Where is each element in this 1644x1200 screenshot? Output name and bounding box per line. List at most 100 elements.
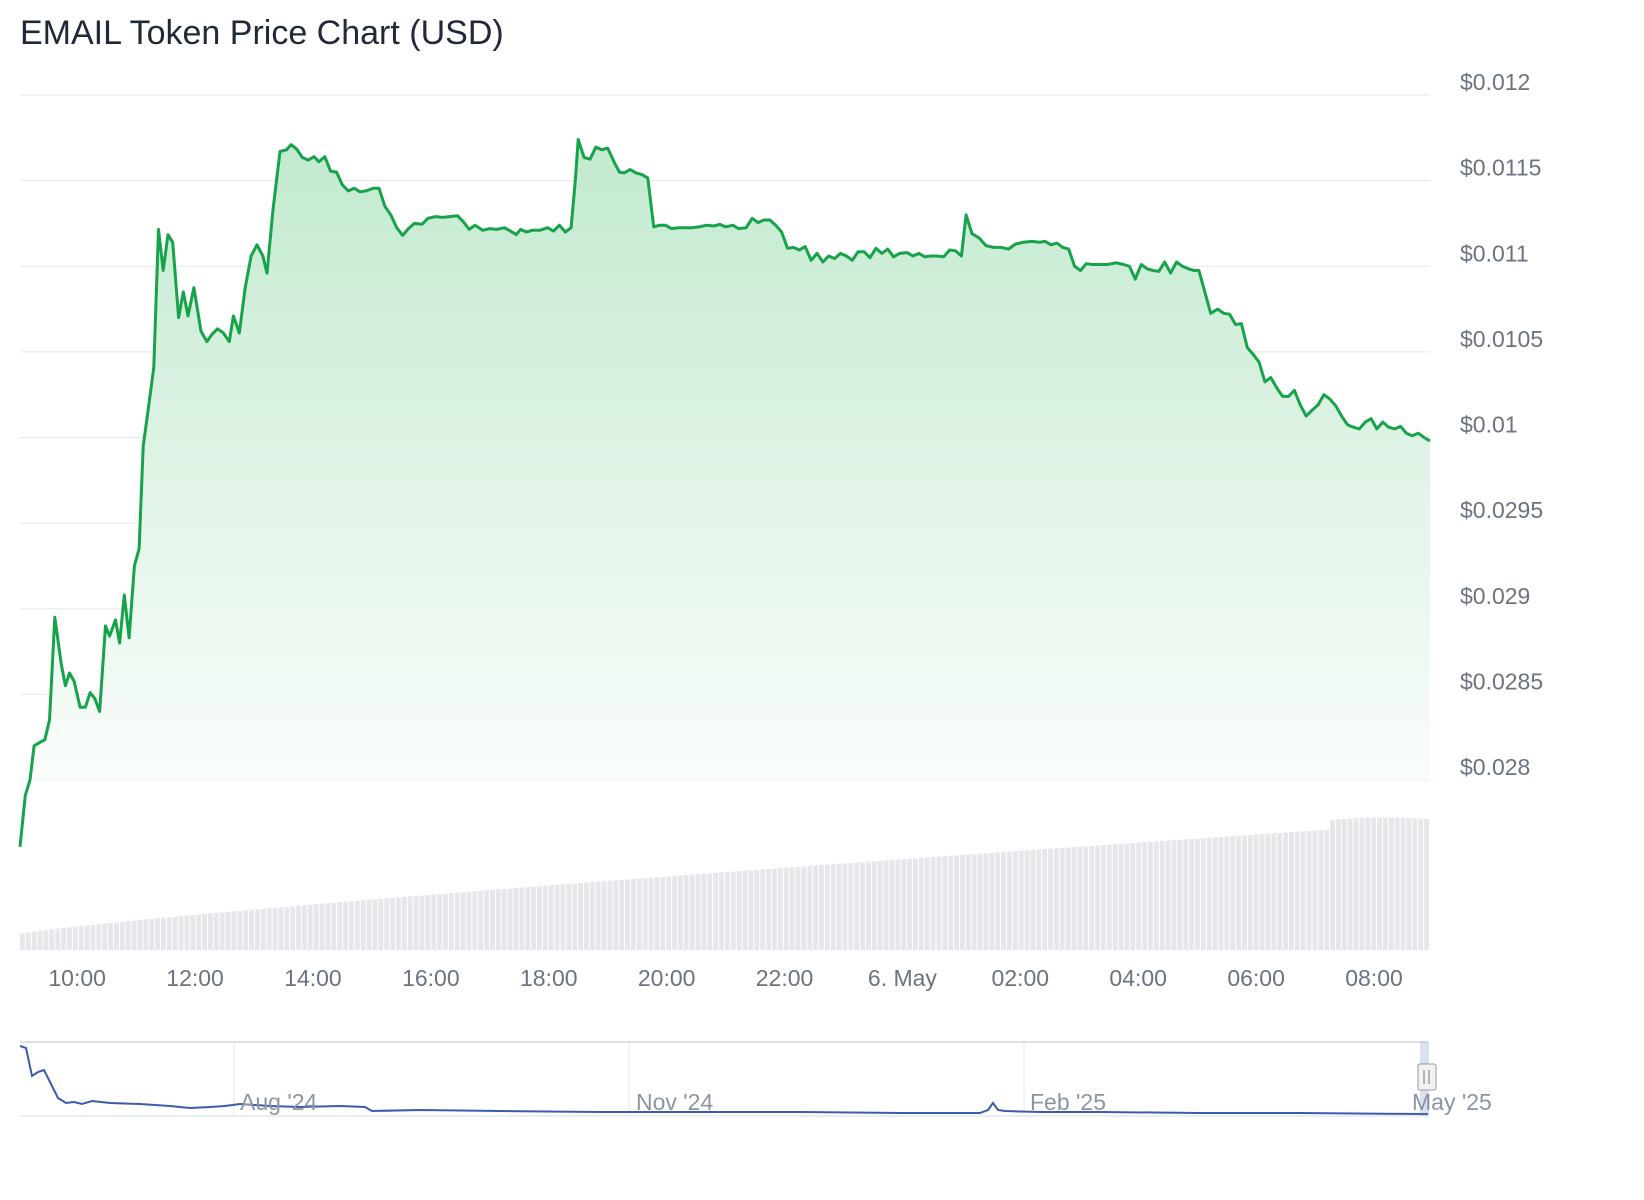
volume-bar	[20, 933, 25, 950]
volume-bar	[413, 895, 419, 950]
volume-bar	[484, 890, 489, 950]
volume-bar	[1265, 833, 1271, 950]
volume-bar	[472, 891, 478, 950]
volume-bar	[202, 913, 207, 950]
volume-bar	[1365, 817, 1371, 950]
y-tick-label: $0.0105	[1460, 326, 1543, 352]
volume-bar	[296, 905, 301, 950]
volume-bar	[901, 859, 907, 950]
volume-bar	[1271, 833, 1277, 950]
volume-bar	[519, 887, 525, 950]
volume-bar	[883, 860, 889, 950]
volume-bar	[619, 879, 625, 950]
volume-bar	[801, 866, 807, 950]
volume-bar	[478, 890, 484, 950]
volume-bar	[942, 856, 948, 950]
volume-bar	[725, 871, 730, 950]
volume-bar	[354, 900, 360, 950]
volume-bar	[1418, 818, 1424, 950]
volume-bar	[1377, 817, 1382, 950]
volume-bar	[1200, 838, 1206, 950]
navigator[interactable]: Aug '24 Nov '24 Feb '25 May '25	[19, 1041, 1492, 1117]
volume-bar	[1195, 838, 1200, 950]
volume-bar	[542, 885, 548, 950]
x-tick-label: 14:00	[284, 965, 342, 991]
volume-bar	[1030, 849, 1036, 950]
volume-bar	[178, 916, 184, 950]
volume-bar	[836, 863, 842, 950]
volume-bar	[566, 883, 572, 950]
volume-bar	[1171, 840, 1177, 950]
volume-bar	[401, 896, 407, 950]
volume-bar	[1359, 817, 1365, 950]
x-tick-label: 6. May	[868, 965, 938, 991]
volume-bar	[1101, 845, 1106, 950]
volume-bar	[613, 880, 619, 950]
volume-bar	[243, 910, 249, 950]
volume-bar	[589, 882, 595, 950]
volume-bar	[225, 911, 231, 950]
volume-bar	[337, 902, 343, 950]
volume-bar	[719, 872, 724, 950]
volume-bar	[572, 883, 578, 950]
volume-bar	[143, 919, 149, 950]
volume-bar	[842, 863, 848, 950]
volume-bar	[108, 922, 113, 950]
volume-bar	[537, 886, 542, 950]
volume-bar	[149, 918, 155, 950]
volume-bar	[331, 902, 337, 950]
volume-bar	[678, 875, 683, 950]
x-tick-label: 22:00	[756, 965, 814, 991]
volume-bar	[290, 906, 296, 950]
volume-bar	[343, 901, 348, 950]
volume-bar	[560, 884, 566, 950]
volume-bar	[1148, 841, 1153, 950]
volume-bar	[1236, 835, 1241, 950]
volume-bar	[1024, 850, 1030, 950]
volume-bar	[166, 917, 172, 950]
navigator-label: Feb '25	[1030, 1089, 1106, 1115]
y-tick-label: $0.011	[1460, 240, 1529, 266]
volume-bar	[307, 904, 313, 950]
x-tick-label: 10:00	[48, 965, 106, 991]
volume-bar	[1048, 848, 1053, 950]
volume-bar	[995, 852, 1001, 950]
volume-bar	[1212, 837, 1218, 950]
navigator-handle[interactable]	[1417, 1063, 1437, 1091]
volume-bar	[1177, 839, 1183, 950]
volume-bar	[67, 927, 72, 950]
volume-bar	[384, 898, 390, 950]
volume-bar	[219, 912, 225, 950]
volume-bar	[895, 859, 901, 950]
volume-bar	[419, 895, 425, 950]
x-tick-label: 16:00	[402, 965, 460, 991]
volume-bar	[319, 903, 325, 950]
volume-bar	[84, 925, 90, 950]
volume-bar	[772, 868, 777, 950]
volume-bar	[877, 860, 883, 950]
price-area	[18, 138, 1431, 847]
volume-bar	[819, 865, 824, 950]
volume-bar	[1242, 835, 1247, 950]
volume-bar	[1312, 830, 1318, 950]
volume-bar	[43, 930, 49, 950]
volume-bar	[1089, 845, 1095, 950]
volume-bar	[783, 867, 789, 950]
y-tick-label: $0.012	[1460, 69, 1530, 95]
volume-bar	[707, 873, 713, 950]
volume-bar	[1083, 846, 1089, 950]
volume-bar	[1424, 819, 1429, 950]
volume-bar	[924, 857, 930, 950]
volume-bar	[1306, 830, 1312, 950]
volume-bar	[760, 869, 766, 950]
volume-bar	[190, 915, 196, 950]
volume-bar	[1042, 849, 1048, 950]
volume-bar	[795, 866, 801, 950]
volume-bar	[1341, 818, 1347, 950]
volume-bar	[871, 861, 877, 950]
volume-bar	[977, 853, 983, 950]
volume-bar	[1371, 817, 1377, 950]
volume-bar	[1153, 841, 1159, 950]
volume-bar	[37, 930, 43, 950]
